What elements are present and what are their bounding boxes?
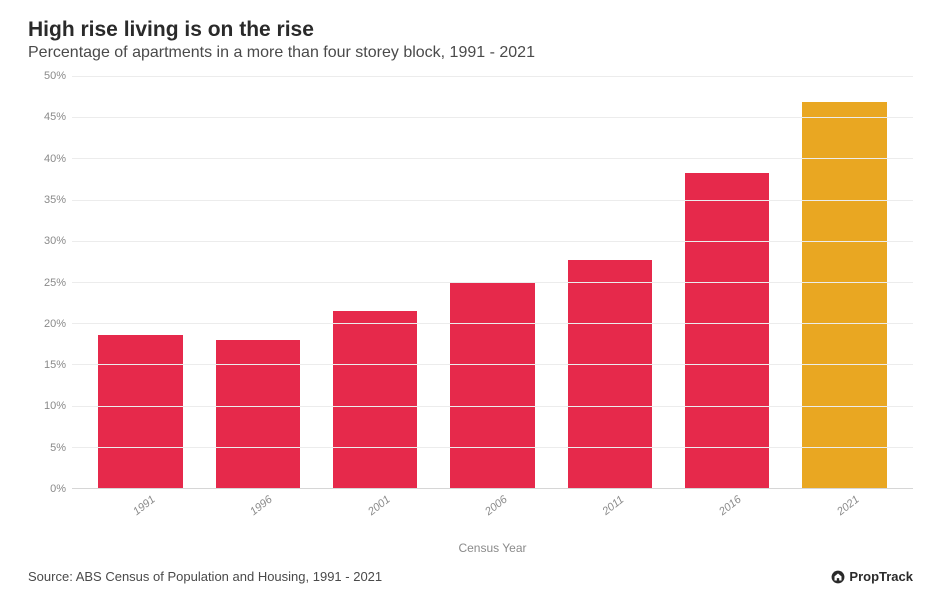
grid-line [72, 158, 913, 159]
y-tick: 0% [50, 483, 66, 495]
grid-line [72, 406, 913, 407]
grid-line [72, 323, 913, 324]
source-text: Source: ABS Census of Population and Hou… [28, 569, 382, 584]
y-tick: 45% [44, 111, 66, 123]
grid-line [72, 241, 913, 242]
bar [450, 282, 534, 488]
brand-label: PropTrack [831, 569, 913, 584]
y-tick: 5% [50, 442, 66, 454]
bar [333, 311, 417, 488]
grid-line [72, 200, 913, 201]
y-tick: 25% [44, 277, 66, 289]
x-axis: 1991199620012006201120162021 [72, 489, 913, 535]
y-tick: 15% [44, 359, 66, 371]
brand-text: PropTrack [849, 569, 913, 584]
home-icon [831, 570, 845, 584]
grid-line [72, 76, 913, 77]
grid-line [72, 117, 913, 118]
y-tick: 35% [44, 194, 66, 206]
grid-line [72, 364, 913, 365]
y-tick: 30% [44, 235, 66, 247]
y-tick: 50% [44, 70, 66, 82]
plot: 0%5%10%15%20%25%30%35%40%45%50% [28, 76, 913, 489]
chart-area: 0%5%10%15%20%25%30%35%40%45%50% 19911996… [28, 76, 913, 569]
y-tick: 40% [44, 153, 66, 165]
grid-line [72, 447, 913, 448]
y-tick: 20% [44, 318, 66, 330]
bar [685, 173, 769, 488]
bar [568, 260, 652, 488]
chart-container: High rise living is on the rise Percenta… [0, 0, 941, 598]
grid-line [72, 282, 913, 283]
plot-body [72, 76, 913, 489]
bar [802, 102, 886, 488]
y-axis: 0%5%10%15%20%25%30%35%40%45%50% [28, 76, 72, 489]
chart-subtitle: Percentage of apartments in a more than … [28, 44, 913, 62]
bar [216, 340, 300, 488]
chart-footer: Source: ABS Census of Population and Hou… [28, 569, 913, 584]
chart-title: High rise living is on the rise [28, 18, 913, 42]
y-tick: 10% [44, 400, 66, 412]
bar [98, 335, 182, 488]
